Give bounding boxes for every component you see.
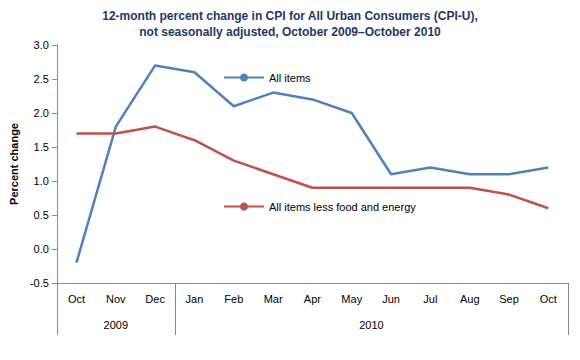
svg-text:0.5: 0.5 (34, 209, 49, 221)
svg-text:2.0: 2.0 (34, 107, 49, 119)
svg-text:not seasonally adjusted, Octob: not seasonally adjusted, October 2009–Oc… (139, 25, 441, 39)
svg-text:Jul: Jul (423, 293, 437, 305)
svg-text:Jun: Jun (382, 293, 400, 305)
svg-text:All items: All items (269, 72, 311, 84)
svg-text:Apr: Apr (304, 293, 321, 305)
svg-text:12-month percent change in CPI: 12-month percent change in CPI for All U… (102, 9, 478, 23)
svg-text:Oct: Oct (68, 293, 85, 305)
svg-text:2010: 2010 (359, 319, 383, 331)
svg-text:2.5: 2.5 (34, 73, 49, 85)
svg-text:3.0: 3.0 (34, 39, 49, 51)
svg-text:Sep: Sep (499, 293, 519, 305)
svg-text:All items less food and energy: All items less food and energy (269, 201, 416, 213)
svg-text:2009: 2009 (104, 319, 128, 331)
svg-text:Feb: Feb (224, 293, 243, 305)
svg-text:Aug: Aug (460, 293, 480, 305)
svg-text:May: May (341, 293, 362, 305)
svg-text:Percent change: Percent change (8, 123, 20, 205)
svg-text:0.0: 0.0 (34, 243, 49, 255)
svg-text:Mar: Mar (264, 293, 283, 305)
svg-text:1.0: 1.0 (34, 175, 49, 187)
svg-text:Jan: Jan (186, 293, 204, 305)
svg-text:Dec: Dec (145, 293, 165, 305)
svg-text:Oct: Oct (540, 293, 557, 305)
svg-text:-0.5: -0.5 (30, 277, 49, 289)
svg-text:1.5: 1.5 (34, 141, 49, 153)
svg-text:Nov: Nov (106, 293, 126, 305)
